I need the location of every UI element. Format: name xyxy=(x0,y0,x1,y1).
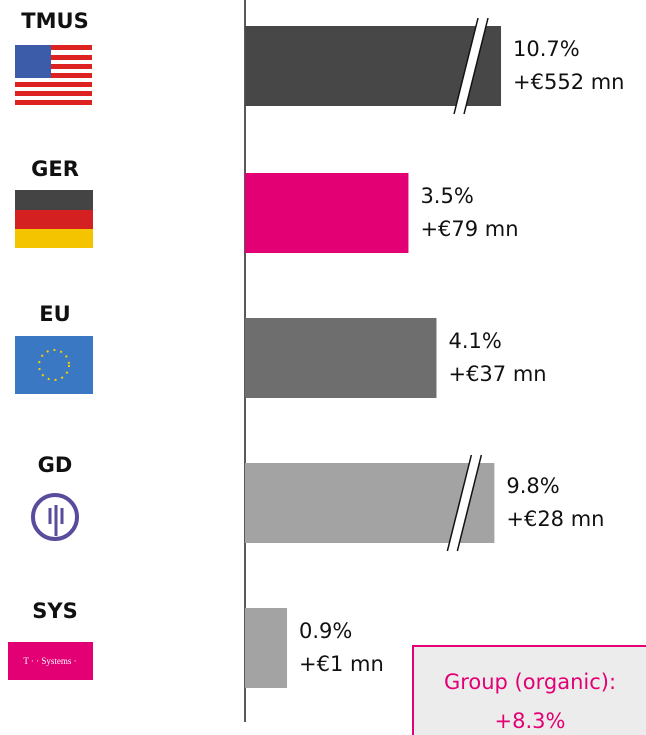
annotation: +8.3% xyxy=(495,709,566,733)
logo-text: T · · Systems · xyxy=(23,656,76,666)
break-line xyxy=(453,17,479,115)
axis-break xyxy=(447,455,482,551)
amount-label: +€37 mn xyxy=(448,362,546,386)
eu-flag xyxy=(15,336,93,394)
axis-break xyxy=(454,18,489,114)
value-label: 3.5% xyxy=(420,184,473,208)
bar xyxy=(245,26,502,106)
category-label: GD xyxy=(38,453,73,477)
break-line xyxy=(446,454,473,552)
category-label: GER xyxy=(31,157,79,181)
amount-label: +€79 mn xyxy=(420,217,518,241)
gd-logo xyxy=(31,493,79,541)
category-label: EU xyxy=(39,302,70,326)
break-line xyxy=(456,454,483,552)
amount-label: +€1 mn xyxy=(299,652,384,676)
value-label: 9.8% xyxy=(506,474,559,498)
category-label: SYS xyxy=(32,599,77,623)
value-label: 0.9% xyxy=(299,619,352,643)
bar xyxy=(245,318,437,398)
bar xyxy=(245,173,409,253)
group-box-border xyxy=(412,645,646,735)
value-label: 10.7% xyxy=(513,37,580,61)
german-flag xyxy=(15,190,93,248)
category-label: TMUS xyxy=(21,9,88,33)
annotation: Group (organic): xyxy=(444,670,616,694)
break-line xyxy=(463,17,489,115)
group-box xyxy=(412,645,646,735)
bar xyxy=(245,608,288,688)
us-flag xyxy=(15,45,92,105)
amount-label: +€552 mn xyxy=(513,70,624,94)
sys-logo xyxy=(8,642,93,680)
value-label: 4.1% xyxy=(448,329,501,353)
amount-label: +€28 mn xyxy=(506,507,604,531)
